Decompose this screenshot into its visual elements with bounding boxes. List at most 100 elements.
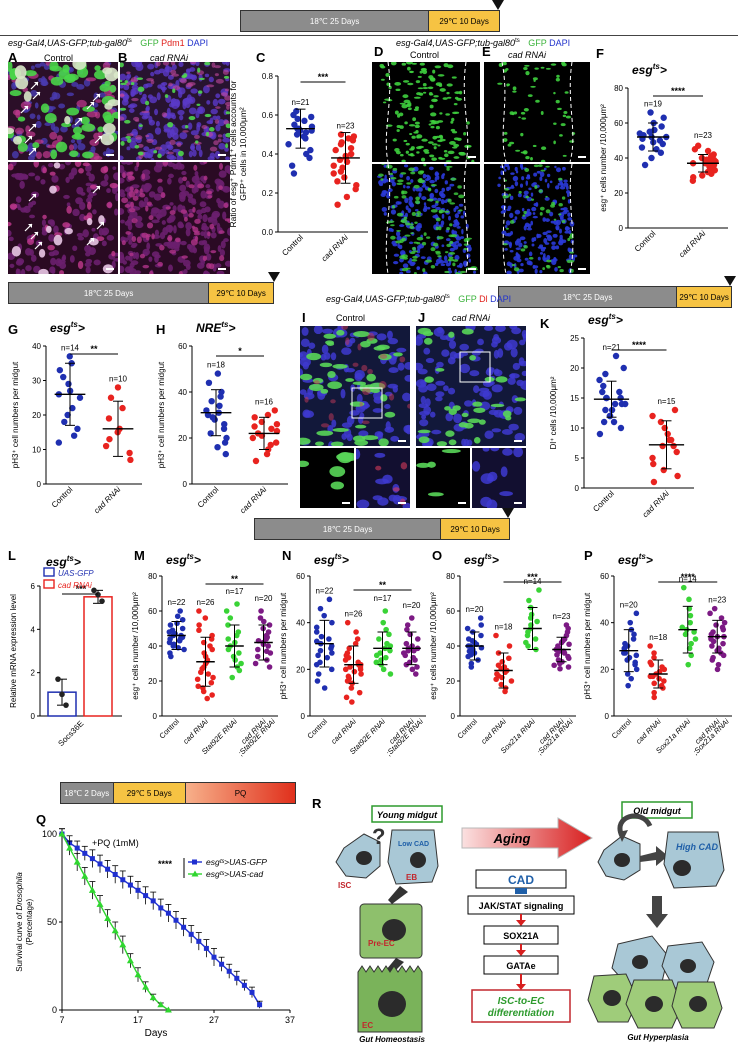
data-point xyxy=(324,654,331,661)
cell xyxy=(453,244,459,250)
data-point xyxy=(196,627,202,634)
y-axis-label: pH3⁺ cell numbers per midgut xyxy=(157,361,166,468)
cell xyxy=(421,414,427,420)
x-tick-label: 7 xyxy=(59,1015,64,1025)
y-tick-label: 100 xyxy=(42,829,57,839)
cell xyxy=(320,353,327,361)
panel-a-header: esg-Gal4,UAS-GFP;tub-gal80ts GFP Pdm1 DA… xyxy=(8,38,209,48)
data-point xyxy=(493,676,499,683)
significance-stars: *** xyxy=(76,584,87,594)
panel-label-g: G xyxy=(8,322,19,337)
panel-label-b: B xyxy=(118,50,128,65)
cell xyxy=(78,168,84,174)
n-label: n=14 xyxy=(679,575,698,584)
data-point xyxy=(373,659,380,666)
cell xyxy=(154,146,163,150)
cell xyxy=(17,206,22,211)
data-point xyxy=(207,430,214,437)
cell xyxy=(414,121,420,125)
cell xyxy=(484,326,494,331)
cell xyxy=(396,236,402,241)
cell xyxy=(459,363,471,374)
cell xyxy=(434,250,441,253)
cell xyxy=(181,170,187,176)
cell xyxy=(564,225,570,232)
cell xyxy=(544,242,550,245)
cell xyxy=(19,180,25,189)
cell xyxy=(525,155,530,160)
cell xyxy=(226,104,230,110)
cell xyxy=(25,125,31,134)
cell xyxy=(354,439,369,446)
cell xyxy=(156,92,161,101)
cell xyxy=(185,228,191,237)
data-point xyxy=(650,460,657,468)
cell xyxy=(451,229,455,235)
data-point xyxy=(649,412,656,420)
cell xyxy=(509,195,514,201)
cell xyxy=(79,213,86,222)
cell xyxy=(188,150,193,158)
data-point xyxy=(223,608,230,614)
cell xyxy=(72,62,87,70)
cell xyxy=(382,101,387,104)
data-point xyxy=(659,442,666,450)
cell xyxy=(171,64,177,71)
cell xyxy=(62,64,70,73)
cell xyxy=(507,377,516,385)
data-point xyxy=(200,688,207,695)
data-point xyxy=(468,664,475,670)
cell xyxy=(193,164,198,171)
chart-title-tail: > xyxy=(74,555,81,569)
cell xyxy=(434,135,442,139)
scale-bar xyxy=(514,440,522,442)
cell xyxy=(506,83,511,87)
cell xyxy=(131,184,140,189)
cell xyxy=(53,234,63,246)
cell xyxy=(120,62,124,68)
cell xyxy=(143,183,151,192)
cell xyxy=(385,221,391,224)
aging-label: Aging xyxy=(493,831,531,846)
cell xyxy=(443,63,449,68)
timeline-marker xyxy=(492,0,504,10)
cell xyxy=(167,162,176,168)
differentiation-label: ISC-to-EC xyxy=(498,996,545,1007)
cell xyxy=(125,135,131,139)
cell xyxy=(94,111,101,119)
cell xyxy=(446,91,450,95)
cell xyxy=(522,150,528,155)
cell xyxy=(49,131,58,140)
cell xyxy=(95,99,102,103)
cell xyxy=(490,448,500,452)
cell xyxy=(137,86,145,92)
data-point xyxy=(714,666,721,673)
cell xyxy=(159,231,166,240)
data-point xyxy=(348,685,355,691)
data-point xyxy=(55,676,61,682)
significance-stars: * xyxy=(238,346,242,356)
cell xyxy=(523,66,528,71)
data-point xyxy=(314,678,321,684)
cell xyxy=(473,407,486,413)
cell xyxy=(90,146,96,152)
y-axis-label: Relative mRNA expression level xyxy=(9,594,18,708)
cell xyxy=(203,162,208,164)
cell xyxy=(567,192,570,198)
cell xyxy=(520,262,524,267)
category-label: Control xyxy=(196,485,221,510)
n-label: n=20 xyxy=(402,601,421,610)
cell xyxy=(327,381,343,390)
cell xyxy=(168,173,174,179)
category-label: cad RNAi xyxy=(329,717,358,746)
cell xyxy=(202,271,210,274)
data-point xyxy=(686,645,693,652)
cell xyxy=(504,164,510,168)
cell xyxy=(64,162,72,166)
cell xyxy=(47,162,54,168)
n-label: n=26 xyxy=(344,610,363,619)
cell xyxy=(179,194,186,202)
y-tick-label: 60 xyxy=(178,342,187,351)
cell xyxy=(148,215,154,221)
